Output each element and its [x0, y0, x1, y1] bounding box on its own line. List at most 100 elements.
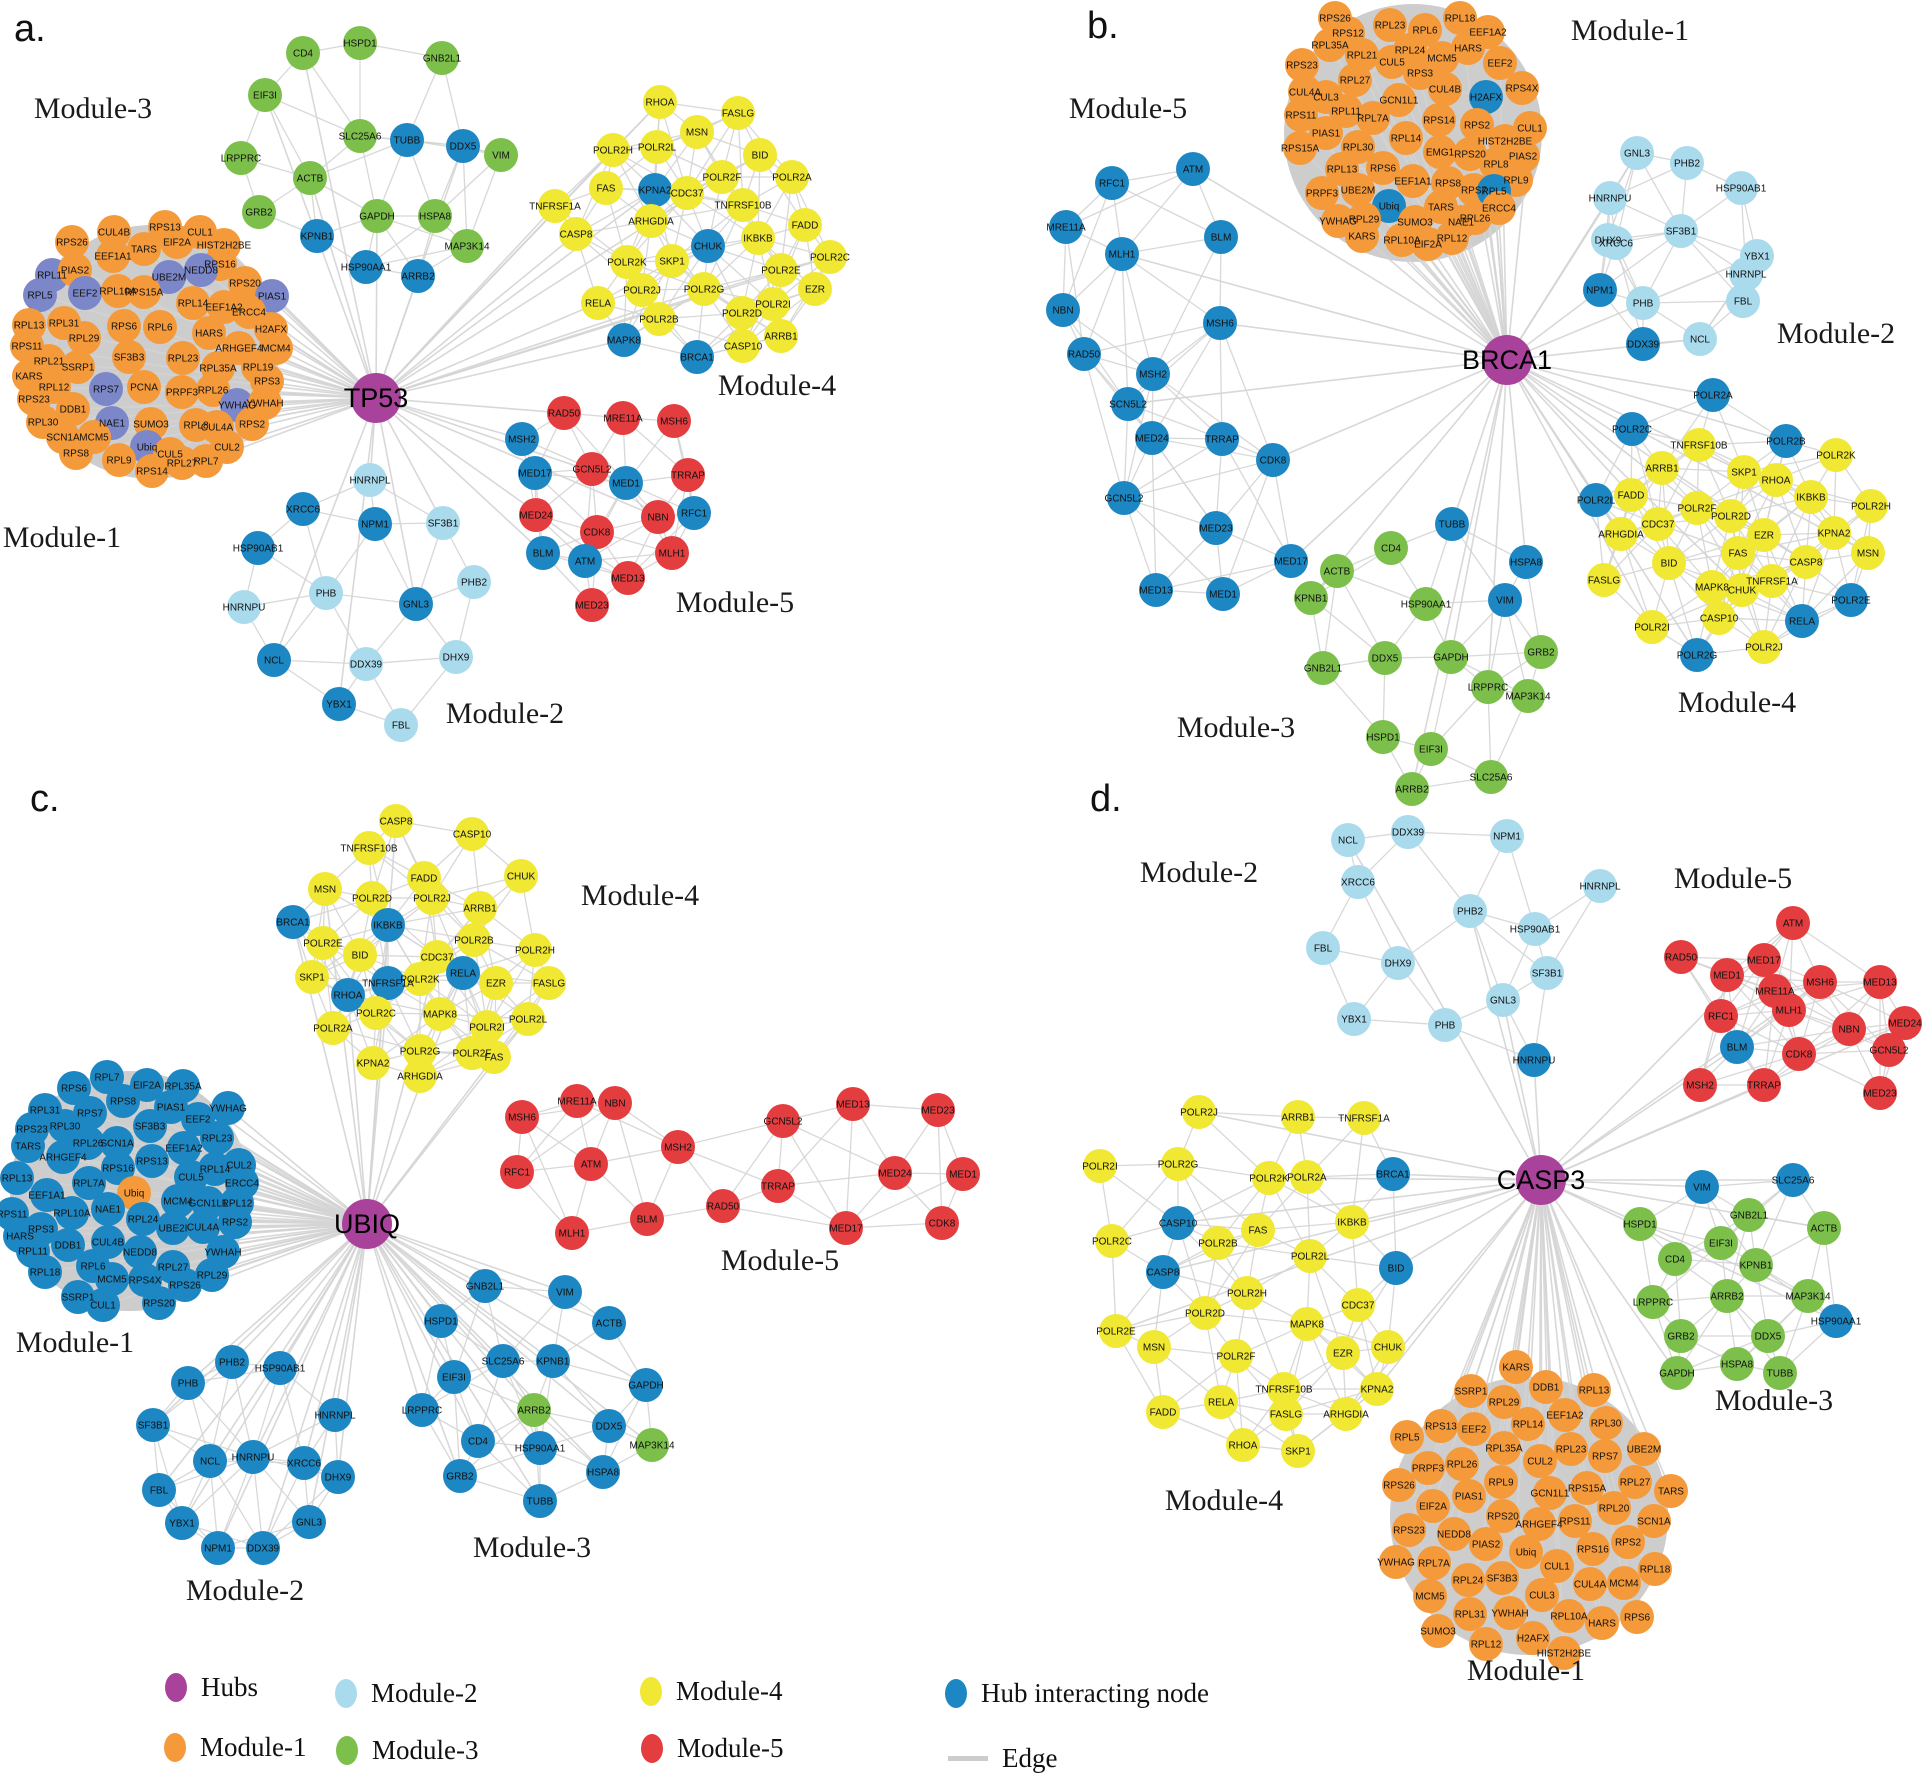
- node-RHOA: [1226, 1428, 1260, 1462]
- node-CASP8: [1789, 545, 1823, 579]
- node-label-RPL27: RPL27: [167, 459, 198, 470]
- node-CUL4B: [97, 215, 131, 249]
- node-label-CUL3: CUL3: [1313, 93, 1339, 104]
- node-label-YBX1: YBX1: [1744, 252, 1770, 263]
- node-CASP10: [455, 817, 489, 851]
- node-HSPA8: [418, 199, 452, 233]
- node-EEF2: [1483, 46, 1517, 80]
- node-RPL13: [1577, 1373, 1611, 1407]
- node-HSP90AB1: [241, 531, 275, 565]
- node-label-MED13: MED13: [611, 574, 645, 585]
- node-SKP1: [1727, 455, 1761, 489]
- node-label-ERCC4: ERCC4: [1482, 204, 1516, 215]
- node-label-POLR2H: POLR2H: [515, 946, 555, 957]
- node-label-RPL7A: RPL7A: [73, 1179, 105, 1190]
- node-label-BID: BID: [1388, 1264, 1405, 1275]
- node-label-RPS15A: RPS15A: [1281, 144, 1320, 155]
- node-label-CDK8: CDK8: [584, 528, 611, 539]
- legend-item-edge: Edge: [948, 1743, 1057, 1774]
- node-POLR2L: [1293, 1239, 1327, 1273]
- node-label-CUL4A: CUL4A: [1574, 1580, 1607, 1591]
- node-label-TNFRSF1A: TNFRSF1A: [362, 979, 414, 990]
- node-XRCC6: [287, 1446, 321, 1480]
- edge-swatch: [948, 1756, 988, 1761]
- node-label-PHB: PHB: [1435, 1021, 1456, 1032]
- legend-label-module-5: Module-5: [677, 1733, 784, 1763]
- node-POLR2J: [625, 273, 659, 307]
- node-RPS11: [1284, 98, 1318, 132]
- node-DHX9: [321, 1460, 355, 1494]
- node-MRE11A: [1049, 210, 1083, 244]
- node-label-SLC25A6: SLC25A6: [482, 1357, 525, 1368]
- node-NEDD8: [1437, 1517, 1471, 1551]
- node-XRCC6: [1341, 865, 1375, 899]
- node-label-MSH6: MSH6: [508, 1113, 536, 1124]
- node-label-RPS15A: RPS15A: [125, 288, 164, 299]
- node-label-HSP90AB1: HSP90AB1: [233, 544, 284, 555]
- node-POLR2K: [403, 962, 437, 996]
- legend-item-hubs: Hubs: [165, 1672, 258, 1703]
- node-label-GCN5L2: GCN5L2: [764, 1117, 803, 1128]
- node-label-MAPK8: MAPK8: [423, 1010, 457, 1021]
- node-POLR2K: [1819, 438, 1853, 472]
- node-SCN5L2: [1111, 387, 1145, 421]
- node-ARRB1: [463, 891, 497, 925]
- node-RPL10A: [1385, 223, 1419, 257]
- node-PHB2: [457, 565, 491, 599]
- node-PRPF3: [165, 375, 199, 409]
- node-label-GRB2: GRB2: [1527, 648, 1555, 659]
- node-label-YBX1: YBX1: [1341, 1015, 1367, 1026]
- node-TNFRSF10B: [1267, 1372, 1301, 1406]
- node-label-RPS6: RPS6: [1370, 164, 1397, 175]
- node-label-HSP90AA1: HSP90AA1: [1811, 1317, 1862, 1328]
- node-label-POLR2J: POLR2J: [623, 286, 661, 297]
- node-label-MED17: MED17: [1274, 557, 1308, 568]
- node-label-RPL10A: RPL10A: [99, 287, 137, 298]
- node-label-DDB1: DDB1: [1533, 1383, 1560, 1394]
- node-label-EZR: EZR: [805, 285, 825, 296]
- node-FBL: [1306, 931, 1340, 965]
- node-label-CASP10: CASP10: [453, 830, 492, 841]
- node-label-POLR2K: POLR2K: [1816, 451, 1856, 462]
- node-POLR2D: [355, 881, 389, 915]
- node-label-POLR2A: POLR2A: [313, 1024, 353, 1035]
- node-label-SKP1: SKP1: [1731, 468, 1757, 479]
- node-BLM: [526, 536, 560, 570]
- node-label-KPNA2: KPNA2: [357, 1059, 390, 1070]
- node-TARS: [1654, 1474, 1688, 1508]
- node-GCN5L2: [1872, 1033, 1906, 1067]
- node-UBE2I: [156, 1211, 190, 1245]
- node-IKBKB: [741, 221, 775, 255]
- node-label-POLR2G: POLR2G: [684, 285, 725, 296]
- node-label-HIST2H2BE: HIST2H2BE: [1478, 137, 1533, 148]
- node-label-CUL5: CUL5: [157, 450, 183, 461]
- node-label-RPL6: RPL6: [80, 1262, 105, 1273]
- node-RPL10A: [1552, 1599, 1586, 1633]
- node-CHUK: [1725, 573, 1759, 607]
- node-RHOA: [1759, 463, 1793, 497]
- node-CD4: [1658, 1242, 1692, 1276]
- node-label-NAE1: NAE1: [99, 419, 126, 430]
- node-RPL10A: [101, 274, 135, 308]
- node-RPL23: [200, 1121, 234, 1155]
- node-label-GNB2L1: GNB2L1: [1304, 664, 1343, 675]
- node-RPS16: [1576, 1532, 1610, 1566]
- node-POLR2L: [511, 1002, 545, 1036]
- node-label-POLR2D: POLR2D: [352, 894, 392, 905]
- node-label-NBN: NBN: [604, 1099, 625, 1110]
- node-label-GNL3: GNL3: [1490, 996, 1517, 1007]
- node-label-ARHGEF4: ARHGEF4: [215, 344, 263, 355]
- node-DDX39: [349, 647, 383, 681]
- node-HARS: [1451, 31, 1485, 65]
- node-label-FAS: FAS: [1729, 549, 1748, 560]
- node-label-RFC1: RFC1: [681, 509, 708, 520]
- node-POLR2F: [1219, 1339, 1253, 1373]
- node-YWHAG: [1379, 1545, 1413, 1579]
- node-label-FASLG: FASLG: [1588, 576, 1620, 587]
- node-POLR2I: [1083, 1149, 1117, 1183]
- node-label-RPL35A: RPL35A: [1485, 1444, 1523, 1455]
- node-RPL27: [1338, 63, 1372, 97]
- node-label-HSPD1: HSPD1: [424, 1317, 458, 1328]
- node-GRB2: [1664, 1319, 1698, 1353]
- node-RPL12: [1435, 221, 1469, 255]
